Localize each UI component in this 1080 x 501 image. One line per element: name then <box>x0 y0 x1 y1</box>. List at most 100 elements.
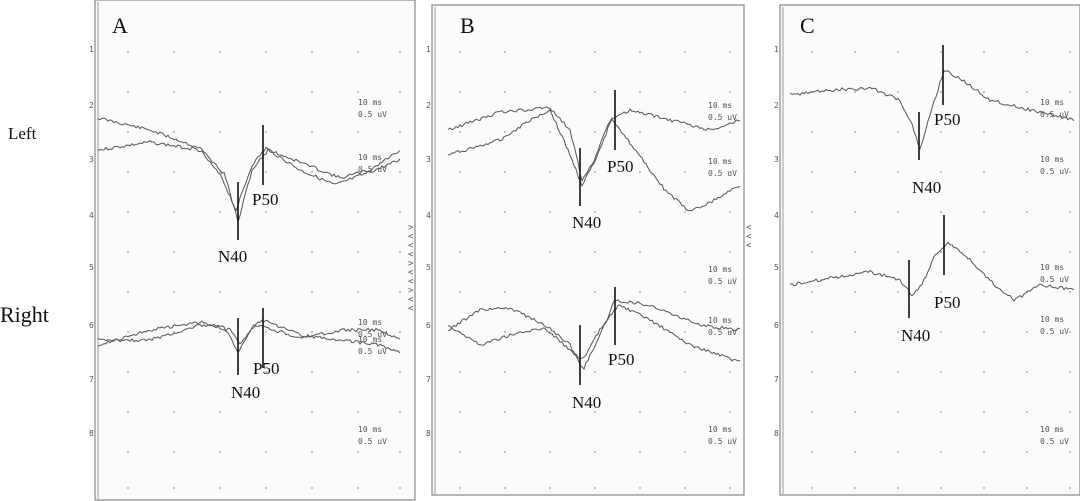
side-mark: < <box>408 277 414 287</box>
n40-label: N40 <box>231 383 260 402</box>
grid-dot <box>173 171 175 173</box>
channel-number: 5 <box>89 263 94 272</box>
grid-dot <box>897 451 899 453</box>
p50-label: P50 <box>252 190 278 209</box>
grid-dot <box>684 291 686 293</box>
grid-dot <box>219 411 221 413</box>
grid-dot <box>983 131 985 133</box>
grid-dot <box>127 451 129 453</box>
grid-dot <box>639 331 641 333</box>
n40-label: N40 <box>572 213 601 232</box>
grid-dot <box>897 411 899 413</box>
grid-dot <box>459 411 461 413</box>
grid-dot <box>684 371 686 373</box>
scale-amplitude-label: 0.5 uV <box>358 330 387 339</box>
grid-dot <box>684 411 686 413</box>
grid-dot <box>639 211 641 213</box>
grid-dot <box>459 251 461 253</box>
row-label-left: Left <box>8 124 37 143</box>
grid-dot <box>729 171 731 173</box>
grid-dot <box>897 131 899 133</box>
panel-frame <box>94 0 416 501</box>
side-mark: > <box>408 286 414 296</box>
grid-dot <box>854 131 856 133</box>
grid-dot <box>549 51 551 53</box>
scale-amplitude-label: 0.5 uV <box>1040 437 1069 446</box>
grid-dot <box>1026 171 1028 173</box>
channel-left: N40 P50 10 ms 0.5 uV 10 ms 0.5 uV <box>789 45 1075 197</box>
grid-dot <box>811 411 813 413</box>
grid-dot <box>459 211 461 213</box>
channel-right: N40 P50 10 ms 0.5 uV 10 ms 0.5 uV <box>447 265 741 412</box>
grid-dot <box>504 251 506 253</box>
grid-dot <box>265 331 267 333</box>
grid-dot <box>983 171 985 173</box>
grid-dot <box>639 291 641 293</box>
scale-amplitude-label: 0.5 uV <box>708 169 737 178</box>
grid-dot <box>357 251 359 253</box>
side-mark: < <box>408 241 414 251</box>
scale-time-label: 10 ms <box>1040 425 1064 434</box>
scale-time-label: 10 ms <box>708 425 732 434</box>
grid-dot <box>127 331 129 333</box>
grid-dot <box>897 331 899 333</box>
channel-number: 5 <box>426 263 431 272</box>
grid-dot <box>127 371 129 373</box>
grid-dot <box>854 171 856 173</box>
grid-dot <box>729 251 731 253</box>
grid-dot <box>729 211 731 213</box>
grid-dot <box>549 291 551 293</box>
channel-number: 8 <box>774 429 779 438</box>
grid-dot <box>311 331 313 333</box>
n40-label: N40 <box>901 326 930 345</box>
scale-time-label: 10 ms <box>358 425 382 434</box>
grid-dot <box>897 91 899 93</box>
grid-dot <box>854 371 856 373</box>
grid-dot <box>594 211 596 213</box>
grid-dot <box>357 371 359 373</box>
channel-number: 2 <box>774 101 779 110</box>
scale-amplitude-label: 0.5 uV <box>1040 167 1069 176</box>
grid-dot <box>684 131 686 133</box>
panel-letter-b: B <box>460 13 475 38</box>
grid-dot <box>897 291 899 293</box>
channel-number: 3 <box>89 155 94 164</box>
grid-dot <box>1069 251 1071 253</box>
grid-dot <box>594 251 596 253</box>
grid-dot <box>897 51 899 53</box>
side-mark: < <box>746 232 752 242</box>
scale-amplitude-label: 0.5 uV <box>358 437 387 446</box>
grid-dot <box>357 211 359 213</box>
panel-letter-c: C <box>800 13 815 38</box>
grid-dot <box>399 291 401 293</box>
grid-dot <box>459 291 461 293</box>
grid-dot <box>127 91 129 93</box>
channel-number: 2 <box>426 101 431 110</box>
grid-dot <box>594 371 596 373</box>
scale-time-label: 10 ms <box>708 316 732 325</box>
panel-frame <box>431 4 745 496</box>
grid-dot <box>684 51 686 53</box>
channel-number: 3 <box>774 155 779 164</box>
grid-dot <box>311 371 313 373</box>
grid-dot <box>265 291 267 293</box>
grid-dot <box>940 211 942 213</box>
channel-number: 5 <box>774 263 779 272</box>
grid-dot <box>173 251 175 253</box>
grid-dot <box>811 171 813 173</box>
grid-dot <box>684 251 686 253</box>
scale-time-label: 10 ms <box>1040 263 1064 272</box>
grid-dot <box>811 251 813 253</box>
channel-number: 8 <box>89 429 94 438</box>
channel-number: 7 <box>426 375 431 384</box>
grid-dot <box>1026 487 1028 489</box>
channel-number: 6 <box>89 321 94 330</box>
grid-dot <box>399 411 401 413</box>
grid-dot <box>127 211 129 213</box>
channel-number: 4 <box>774 211 779 220</box>
grid-dot <box>459 131 461 133</box>
grid-dot <box>504 131 506 133</box>
grid-dot <box>504 371 506 373</box>
grid-dot <box>399 487 401 489</box>
channel-number: 2 <box>89 101 94 110</box>
